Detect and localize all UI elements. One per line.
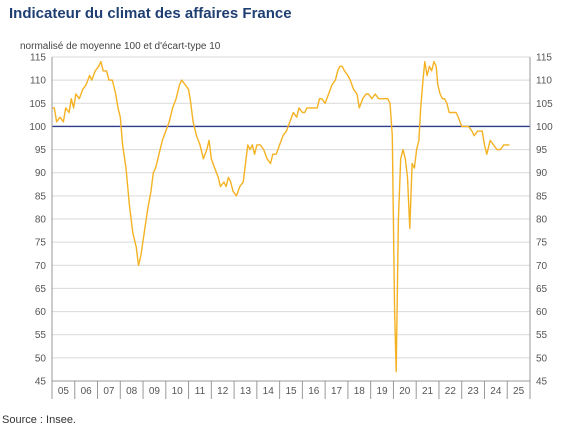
y-tick-label-right: 75 <box>536 238 548 249</box>
y-tick-label: 75 <box>35 238 47 249</box>
x-tick-label: 05 <box>58 386 70 397</box>
x-tick-label: 10 <box>172 386 184 397</box>
x-tick-label: 14 <box>263 386 275 397</box>
y-tick-label-right: 110 <box>536 76 552 87</box>
x-axis: 05 06 07 08 09 10 11 12 13 14 15 16 17 18 19 20 21 22 23 24… <box>58 381 525 399</box>
y-tick-label: 80 <box>35 215 47 226</box>
y-tick-label: 85 <box>35 191 47 202</box>
y-tick-label-right: 90 <box>536 168 548 179</box>
series-layer <box>52 60 510 373</box>
x-tick-label: 08 <box>126 386 138 397</box>
y-tick-label: 65 <box>35 284 47 295</box>
x-tick-label: 24 <box>490 386 502 397</box>
y-tick-label-right: 100 <box>536 122 553 133</box>
y-tick-label-right: 115 <box>536 53 552 64</box>
y-tick-label: 60 <box>35 307 47 318</box>
x-tick-label: 15 <box>285 386 297 397</box>
y-tick-label-right: 95 <box>536 145 548 156</box>
x-tick-label: 11 <box>195 386 206 397</box>
y-tick-label: 90 <box>35 168 47 179</box>
x-tick-label: 18 <box>354 386 366 397</box>
x-tick-label: 13 <box>240 386 252 397</box>
x-tick-label: 21 <box>422 386 434 397</box>
y-axis-right: 45 50 55 60 65 70 75 80 85 90 95 100 105 110 115 <box>536 53 553 388</box>
y-tick-label: 45 <box>35 377 47 388</box>
line-chart: 45 50 55 60 65 70 75 80 85 90 95 100 105 110 115 45 50 5… <box>29 53 553 399</box>
gridlines <box>52 56 530 382</box>
y-tick-label: 55 <box>35 330 47 341</box>
x-tick-label: 12 <box>217 386 229 397</box>
y-tick-label-right: 60 <box>536 307 548 318</box>
source-note: Source : Insee. <box>2 414 76 426</box>
x-tick-label: 25 <box>513 386 525 397</box>
y-tick-label-right: 85 <box>536 191 548 202</box>
y-tick-label: 105 <box>29 99 46 110</box>
y-tick-label: 50 <box>35 353 47 364</box>
y-axis-left: 45 50 55 60 65 70 75 80 85 90 95 100 105 110 115 <box>29 53 46 388</box>
y-tick-label-right: 55 <box>536 330 548 341</box>
x-tick-label: 19 <box>376 386 388 397</box>
y-tick-label: 115 <box>30 53 46 64</box>
y-tick-label-right: 70 <box>536 261 548 272</box>
axis-layer <box>51 57 531 399</box>
x-tick-label: 20 <box>399 386 411 397</box>
y-tick-label-right: 45 <box>536 377 548 388</box>
y-tick-label-right: 65 <box>536 284 548 295</box>
x-tick-label: 23 <box>468 386 480 397</box>
y-tick-label-right: 80 <box>536 215 548 226</box>
x-tick-label: 16 <box>308 386 320 397</box>
y-tick-label: 100 <box>29 122 46 133</box>
y-tick-label: 110 <box>30 76 46 87</box>
x-tick-label: 17 <box>331 386 343 397</box>
x-tick-label: 06 <box>81 386 93 397</box>
y-tick-label: 95 <box>35 145 47 156</box>
y-tick-label: 70 <box>35 261 47 272</box>
chart-title: Indicateur du climat des affaires France <box>9 5 292 22</box>
x-tick-label: 22 <box>445 386 457 397</box>
x-tick-label: 07 <box>103 386 115 397</box>
series-line <box>52 60 510 373</box>
y-tick-label-right: 50 <box>536 353 548 364</box>
y-tick-label-right: 105 <box>536 99 553 110</box>
x-tick-label: 09 <box>149 386 161 397</box>
chart-subtitle: normalisé de moyenne 100 et d'écart-type… <box>20 41 221 52</box>
